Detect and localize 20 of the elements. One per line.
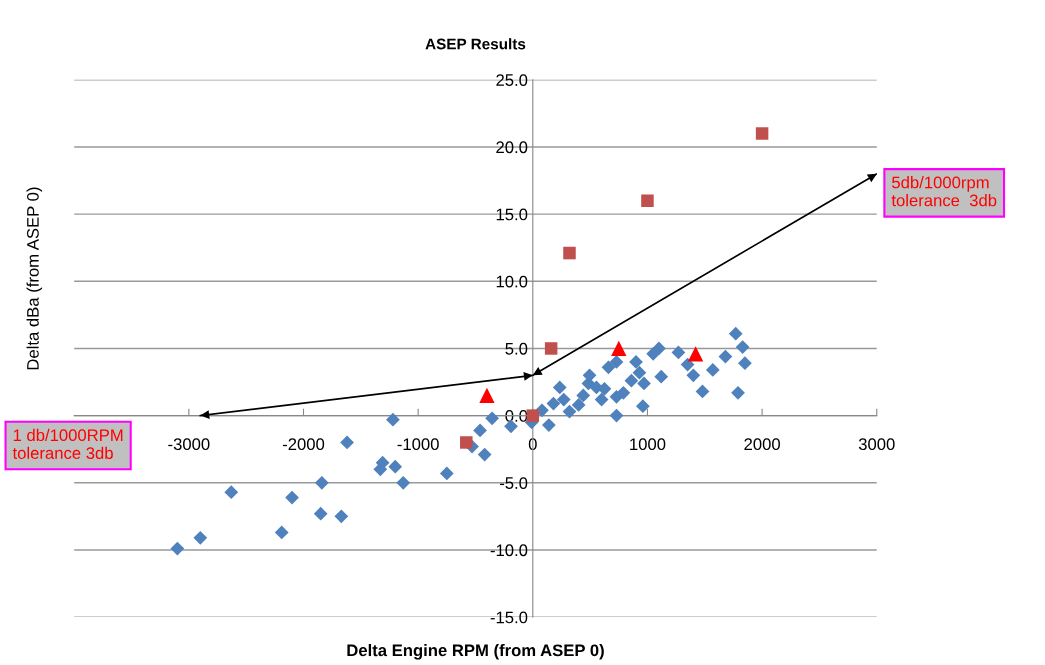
- y-tick-label: 15.0: [496, 208, 528, 221]
- y-tick-label: -15.0: [490, 611, 528, 624]
- chart-title: ASEP Results: [425, 38, 526, 50]
- y-axis-title: Delta dBa (from ASEP 0): [26, 187, 43, 370]
- y-tick-label: -10.0: [490, 544, 528, 557]
- y-tick-label: 25.0: [496, 74, 528, 86]
- x-tick-label: 2000: [744, 438, 780, 451]
- x-tick-label: 1000: [630, 438, 666, 451]
- annotation: 1 db/1000RPM tolerance 3db: [12, 428, 123, 459]
- y-tick-label: 5.0: [505, 342, 528, 355]
- y-tick-label: -5.0: [499, 477, 528, 489]
- x-tick-label: -3000: [168, 438, 210, 451]
- x-tick-label: 0: [528, 438, 537, 451]
- text: 5db/1000rpm tolerance 3db: [891, 176, 997, 207]
- y-tick-label: 10.0: [496, 275, 528, 288]
- x-tick-label: -2000: [282, 438, 325, 451]
- x-tick-label: 3000: [858, 438, 895, 451]
- y-tick-label: 20.0: [496, 141, 528, 154]
- x-axis-title: Delta Engine RPM (from ASEP 0): [347, 643, 604, 660]
- x-tick-label: -1000: [397, 438, 439, 451]
